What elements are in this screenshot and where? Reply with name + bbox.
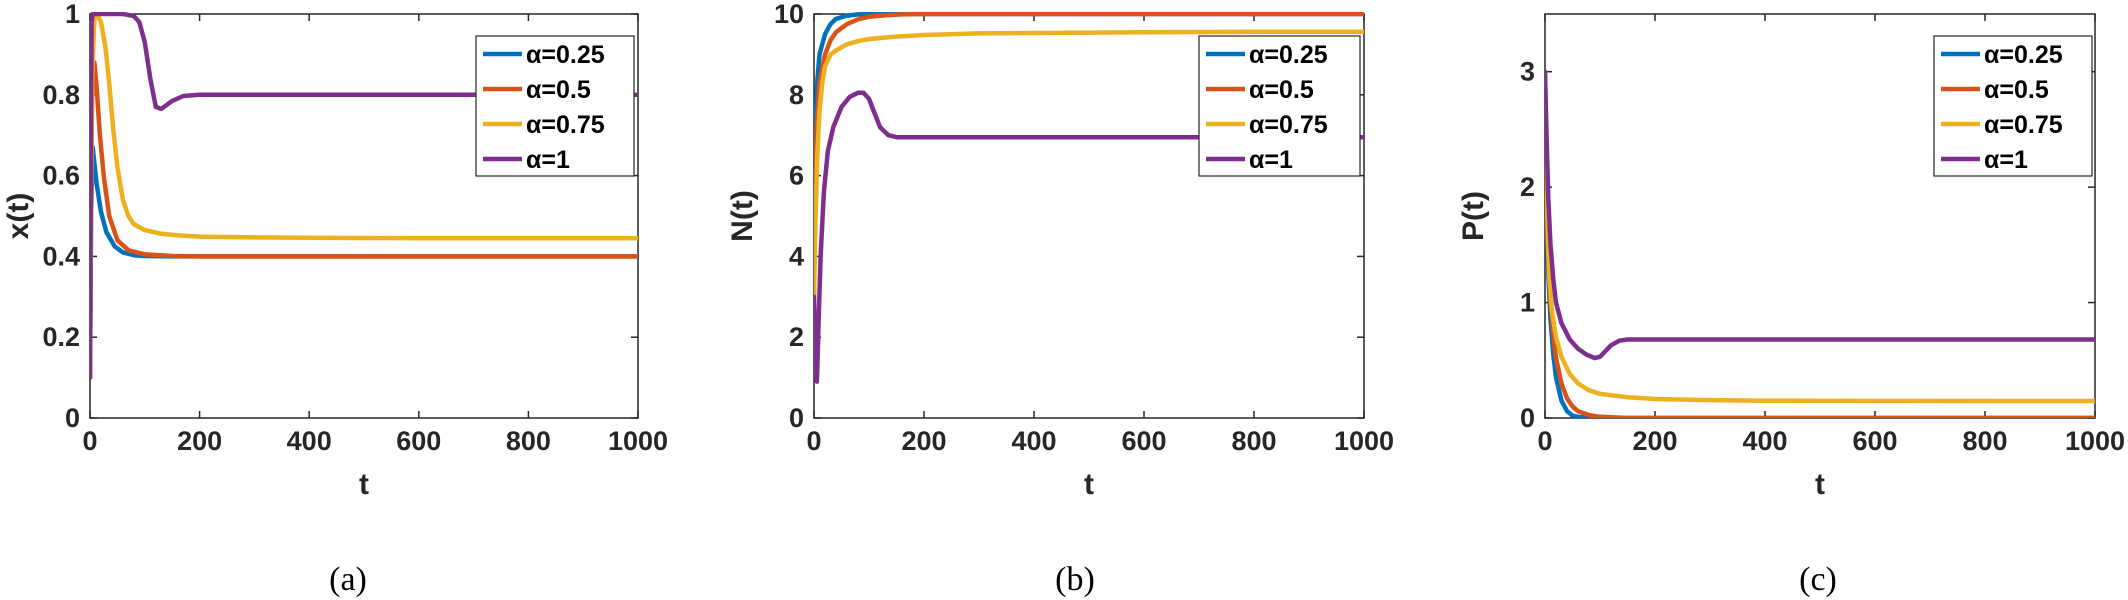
legend-box xyxy=(475,35,635,177)
x-tick-label: 800 xyxy=(506,426,551,456)
y-axis-label: P(t) xyxy=(1457,191,1490,241)
x-tick-label: 1000 xyxy=(2065,426,2125,456)
y-tick-label: 8 xyxy=(789,80,804,110)
chart-panel-3: 0 200 400 600 800 10000123tP(t)α=0.25α=0.5α=0… xyxy=(1457,13,2125,598)
series-line-4 xyxy=(814,90,1364,384)
x-tick-label: 0 xyxy=(806,426,821,456)
legend-label: α=1 xyxy=(1249,146,1293,174)
legend: α=0.25 α=0.5 α=0.75 α=1 xyxy=(1933,35,2093,177)
y-tick-label: 0.4 xyxy=(42,241,80,271)
panel-caption: (a) xyxy=(329,561,367,598)
legend-label: α=0.75 xyxy=(1249,111,1328,139)
x-tick-label: 0 xyxy=(82,426,97,456)
y-tick-label: 0 xyxy=(789,403,804,433)
series-line-3 xyxy=(814,29,1364,300)
legend-label: α=0.5 xyxy=(1249,76,1314,104)
series-line-4 xyxy=(90,12,638,380)
y-tick-label: 6 xyxy=(789,161,804,191)
panel-caption: (c) xyxy=(1799,561,1837,598)
y-tick-label: 0.2 xyxy=(42,322,80,352)
legend-label: α=1 xyxy=(526,146,570,174)
legend: α=0.25 α=0.5 α=0.75 α=1 xyxy=(1198,35,1361,177)
x-tick-label: 800 xyxy=(1231,426,1276,456)
y-tick-label: 10 xyxy=(774,0,804,29)
x-axis-label: t xyxy=(1084,468,1094,501)
legend-label: α=0.25 xyxy=(1249,41,1328,69)
chart-panel-2: 0 200 400 600 800 1000 0 2 4 6 8 10 t N(t) α=0.25 α=0.5… xyxy=(726,0,1394,598)
y-tick-label: 0 xyxy=(1520,403,1535,433)
y-axis-label: N(t) xyxy=(726,190,759,242)
chart-panel-1: 0 200 400 600 800 1000 0 0.2 0.4 0.6 0.8 1 t x(t) α=0.… xyxy=(2,0,668,598)
legend-label: α=0.5 xyxy=(526,76,591,104)
x-tick-label: 400 xyxy=(1742,426,1787,456)
y-tick-label: 0.6 xyxy=(42,161,80,191)
legend: α=0.25 α=0.5 α=0.75 α=1 xyxy=(475,35,635,177)
legend-box xyxy=(1198,35,1361,177)
x-tick-label: 1000 xyxy=(608,426,668,456)
x-axis-label: t xyxy=(1815,468,1825,501)
x-axis-label: t xyxy=(359,468,369,501)
y-tick-label: 4 xyxy=(789,241,804,271)
x-tick-label: 600 xyxy=(396,426,441,456)
legend-label: α=0.25 xyxy=(1984,41,2063,69)
y-tick-label: 1 xyxy=(65,0,80,29)
x-tick-label: 600 xyxy=(1121,426,1166,456)
x-tick-label: 400 xyxy=(287,426,332,456)
y-tick-label: 2 xyxy=(789,322,804,352)
x-tick-label: 800 xyxy=(1962,426,2007,456)
x-tick-label: 600 xyxy=(1852,426,1897,456)
y-tick-label: 0 xyxy=(65,403,80,433)
x-tick-label: 200 xyxy=(1632,426,1677,456)
legend-label: α=0.75 xyxy=(1984,111,2063,139)
x-tick-label: 0 xyxy=(1537,426,1552,456)
x-tick-label: 400 xyxy=(1011,426,1056,456)
series-line-4 xyxy=(1545,69,2095,361)
y-tick-label: 2 xyxy=(1520,172,1535,202)
legend-box xyxy=(1933,35,2093,177)
y-axis-label: x(t) xyxy=(2,193,35,240)
legend-label: α=1 xyxy=(1984,146,2028,174)
y-tick-label: 0.8 xyxy=(42,80,80,110)
legend-label: α=0.25 xyxy=(526,41,605,69)
legend-label: α=0.5 xyxy=(1984,76,2049,104)
y-tick-label: 3 xyxy=(1520,57,1535,87)
y-tick-label: 1 xyxy=(1520,288,1535,318)
legend-label: α=0.75 xyxy=(526,111,605,139)
panel-caption: (b) xyxy=(1055,561,1095,598)
series-line-3 xyxy=(1545,69,2095,404)
x-tick-label: 1000 xyxy=(1334,426,1394,456)
x-tick-label: 200 xyxy=(177,426,222,456)
x-tick-label: 200 xyxy=(901,426,946,456)
